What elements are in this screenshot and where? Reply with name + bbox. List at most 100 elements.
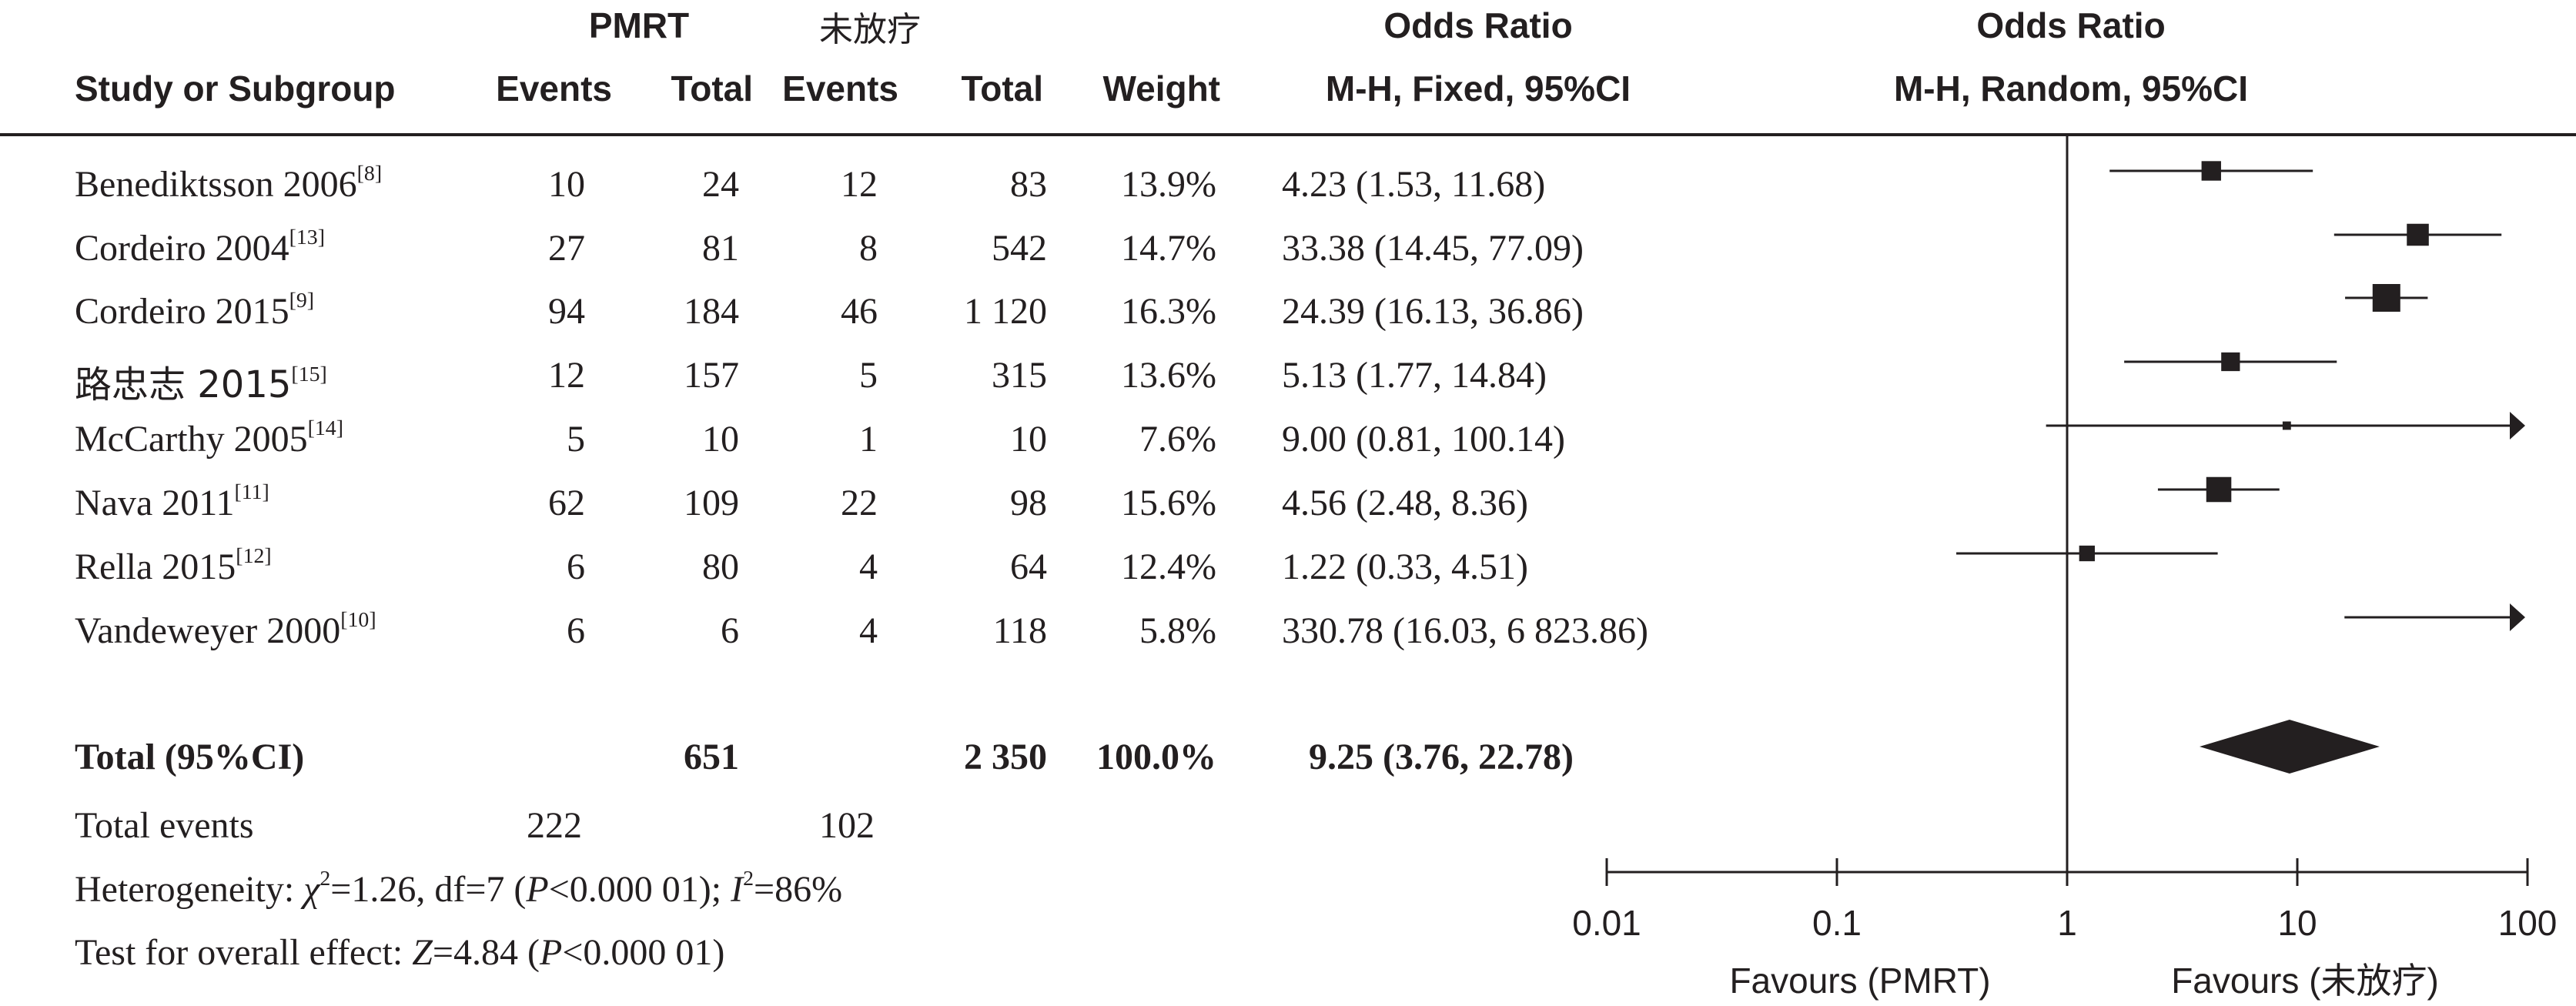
study-weight: 5.8% bbox=[1139, 610, 1216, 651]
study-events1: 5 bbox=[567, 419, 585, 460]
study-total1: 157 bbox=[684, 355, 739, 396]
study-reference: [14] bbox=[307, 416, 343, 441]
study-events1: 6 bbox=[567, 546, 585, 587]
study-column-header: Study or Subgroup bbox=[75, 69, 396, 109]
favours-right-label: Favours (未放疗) bbox=[2171, 961, 2439, 1001]
study-total2: 118 bbox=[992, 610, 1047, 651]
study-events1: 12 bbox=[548, 355, 585, 396]
study-total1: 184 bbox=[684, 291, 739, 332]
study-ci-text: 9.00 (0.81, 100.14) bbox=[1282, 419, 1565, 460]
heterogeneity-text: Heterogeneity: χ2=1.26, df=7 (P<0.000 01… bbox=[75, 867, 843, 910]
study-total2: 83 bbox=[1010, 164, 1047, 205]
study-total2: 542 bbox=[992, 228, 1047, 269]
study-name-text: Benediktsson 2006 bbox=[75, 164, 357, 205]
ci-arrow bbox=[2510, 412, 2525, 439]
study-events1: 27 bbox=[548, 228, 585, 269]
total-events-e2: 102 bbox=[819, 805, 875, 846]
study-name-text: Cordeiro 2015 bbox=[75, 291, 289, 332]
header-rule bbox=[0, 133, 2576, 136]
events2-header: Events bbox=[782, 69, 898, 109]
study-reference: [10] bbox=[340, 608, 376, 633]
study-name-text: Cordeiro 2004 bbox=[75, 228, 289, 269]
study-events2: 8 bbox=[859, 228, 878, 269]
study-name: 路忠志 2015[15] bbox=[75, 354, 327, 408]
study-name-text: Rella 2015 bbox=[75, 546, 236, 587]
study-name: Cordeiro 2004[13] bbox=[75, 226, 325, 269]
total-ci-text: 9.25 (3.76, 22.78) bbox=[1309, 737, 1574, 777]
study-events2: 4 bbox=[859, 610, 878, 651]
study-total2: 315 bbox=[992, 355, 1047, 396]
study-name-text: Vandeweyer 2000 bbox=[75, 610, 341, 651]
total1-header: Total bbox=[671, 69, 753, 109]
x-tick-label: 100 bbox=[2498, 903, 2558, 943]
study-ci-text: 4.56 (2.48, 8.36) bbox=[1282, 483, 1528, 523]
point-estimate-square bbox=[2282, 421, 2291, 430]
study-events1: 6 bbox=[567, 610, 585, 651]
study-ci-text: 330.78 (16.03, 6 823.86) bbox=[1282, 610, 1648, 651]
study-name-text: McCarthy 2005 bbox=[75, 419, 308, 460]
point-estimate-square bbox=[2206, 476, 2232, 503]
overall-effect-text: Test for overall effect: Z=4.84 (P<0.000… bbox=[75, 932, 725, 973]
study-ci-text: 5.13 (1.77, 14.84) bbox=[1282, 355, 1547, 396]
study-reference: [15] bbox=[291, 363, 327, 387]
study-weight: 14.7% bbox=[1121, 228, 1216, 269]
study-ci-text: 4.23 (1.53, 11.68) bbox=[1282, 164, 1546, 205]
study-weight: 12.4% bbox=[1121, 546, 1216, 587]
study-weight: 13.6% bbox=[1121, 355, 1216, 396]
events1-header: Events bbox=[496, 69, 612, 109]
study-events1: 62 bbox=[548, 483, 585, 523]
summary-diamond bbox=[2199, 720, 2380, 774]
study-total1: 80 bbox=[702, 546, 739, 587]
total-weight: 100.0% bbox=[1096, 737, 1216, 777]
study-name: Cordeiro 2015[9] bbox=[75, 289, 315, 333]
method-random-header: M-H, Random, 95%CI bbox=[1893, 69, 2249, 109]
total-events-e1: 222 bbox=[527, 805, 582, 846]
study-ci-text: 33.38 (14.45, 77.09) bbox=[1282, 228, 1584, 269]
point-estimate-square bbox=[2079, 545, 2095, 562]
study-reference: [13] bbox=[289, 226, 325, 250]
study-name: McCarthy 2005[14] bbox=[75, 416, 343, 460]
study-events2: 22 bbox=[841, 483, 878, 523]
total-t1: 651 bbox=[684, 737, 739, 777]
method-fixed-header: M-H, Fixed, 95%CI bbox=[1325, 69, 1631, 109]
study-total2: 10 bbox=[1010, 419, 1047, 460]
point-estimate-square bbox=[2201, 161, 2221, 181]
x-tick-label: 10 bbox=[2277, 903, 2317, 943]
group2-header: 未放疗 bbox=[819, 10, 921, 49]
total-t2: 2 350 bbox=[964, 737, 1047, 777]
study-events2: 12 bbox=[841, 164, 878, 205]
odds-ratio-random-title: Odds Ratio bbox=[1976, 5, 2166, 45]
study-reference: [12] bbox=[236, 544, 272, 569]
study-weight: 15.6% bbox=[1121, 483, 1216, 523]
study-total2: 64 bbox=[1010, 546, 1047, 587]
x-tick-label: 0.01 bbox=[1572, 903, 1641, 943]
study-reference: [9] bbox=[289, 289, 315, 313]
study-events2: 46 bbox=[841, 291, 878, 332]
study-events2: 1 bbox=[859, 419, 878, 460]
study-total1: 109 bbox=[684, 483, 739, 523]
study-name: Nava 2011[11] bbox=[75, 480, 269, 524]
favours-left-label: Favours (PMRT) bbox=[1729, 961, 1990, 1001]
study-name-text: 路忠志 2015 bbox=[75, 363, 292, 406]
study-total1: 10 bbox=[702, 419, 739, 460]
total-events-label: Total events bbox=[75, 805, 254, 846]
study-total1: 81 bbox=[702, 228, 739, 269]
study-total2: 98 bbox=[1010, 483, 1047, 523]
study-total1: 6 bbox=[721, 610, 739, 651]
point-estimate-square bbox=[2221, 352, 2240, 372]
total-label: Total (95%CI) bbox=[75, 737, 305, 777]
study-weight: 16.3% bbox=[1121, 291, 1216, 332]
study-name: Rella 2015[12] bbox=[75, 544, 272, 588]
group1-header: PMRT bbox=[588, 5, 690, 45]
x-tick-label: 0.1 bbox=[1812, 903, 1862, 943]
study-events2: 5 bbox=[859, 355, 878, 396]
study-events1: 10 bbox=[548, 164, 585, 205]
study-reference: [8] bbox=[356, 162, 383, 186]
study-name: Vandeweyer 2000[10] bbox=[75, 608, 376, 652]
study-ci-text: 24.39 (16.13, 36.86) bbox=[1282, 291, 1584, 332]
odds-ratio-fixed-title: Odds Ratio bbox=[1383, 5, 1573, 45]
study-ci-text: 1.22 (0.33, 4.51) bbox=[1282, 546, 1528, 587]
study-events2: 4 bbox=[859, 546, 878, 587]
study-total1: 24 bbox=[702, 164, 739, 205]
